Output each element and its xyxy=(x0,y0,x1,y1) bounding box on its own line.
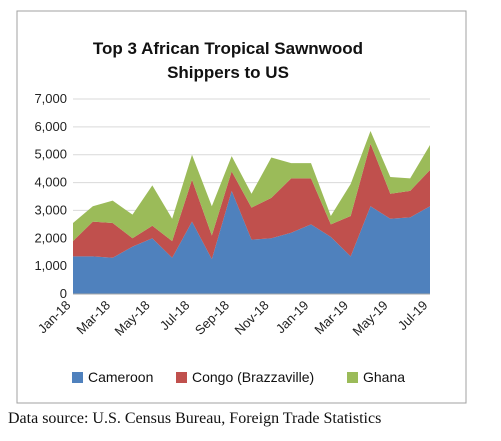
legend-label-cameroon: Cameroon xyxy=(88,369,153,385)
area-series xyxy=(73,131,430,294)
chart-subtitle: Shippers to US xyxy=(167,63,289,82)
area-cameroon xyxy=(73,190,430,294)
y-tick-label: 5,000 xyxy=(34,147,67,162)
legend-label-congo-brazzaville: Congo (Brazzaville) xyxy=(192,369,314,385)
y-tick-label: 2,000 xyxy=(34,230,67,245)
chart-title: Top 3 African Tropical Sawnwood xyxy=(93,39,363,58)
legend: Cameroon Congo (Brazzaville) Ghana xyxy=(72,369,405,385)
data-source-note: Data source: U.S. Census Bureau, Foreign… xyxy=(8,410,382,427)
area-ghana xyxy=(73,131,430,242)
legend-swatch-ghana xyxy=(347,372,358,383)
area-congo-brazzaville xyxy=(73,143,430,260)
y-tick-label: 0 xyxy=(60,286,67,301)
y-tick-label: 6,000 xyxy=(34,119,67,134)
y-tick-label: 7,000 xyxy=(34,91,67,106)
y-tick-label: 1,000 xyxy=(34,258,67,273)
legend-swatch-congo-brazzaville xyxy=(176,372,187,383)
legend-swatch-cameroon xyxy=(72,372,83,383)
y-tick-label: 4,000 xyxy=(34,175,67,190)
legend-label-ghana: Ghana xyxy=(363,369,405,385)
y-tick-label: 3,000 xyxy=(34,202,67,217)
